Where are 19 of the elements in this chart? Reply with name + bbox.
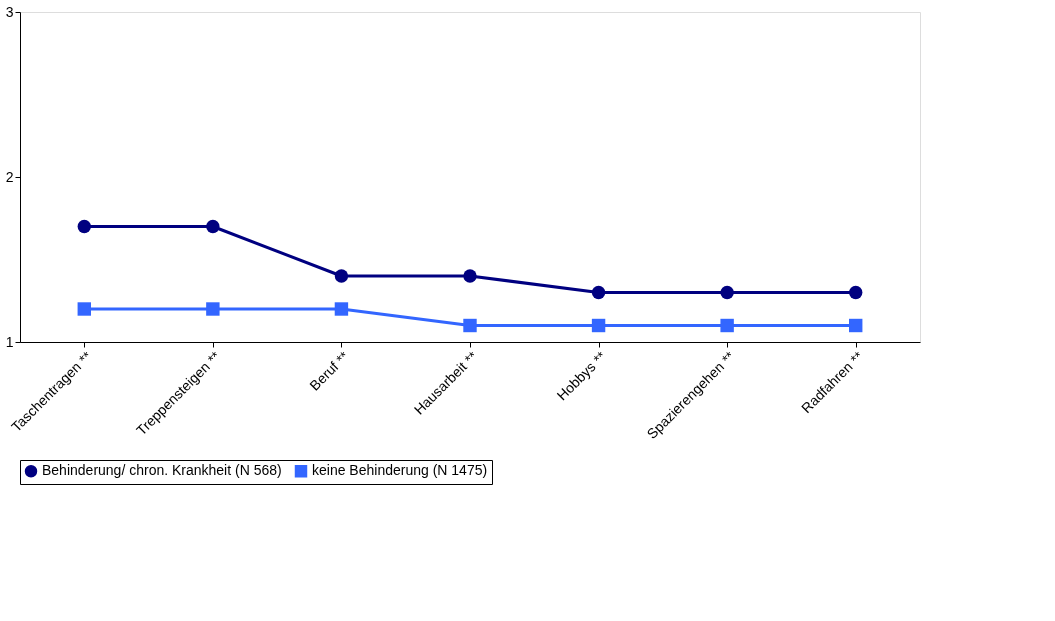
point (334, 302, 349, 316)
point (206, 302, 220, 316)
point (77, 302, 91, 316)
y-tick-label: 1 (5, 333, 14, 350)
legend-label: keine Behinderung (N 1475) (312, 462, 488, 479)
point (591, 318, 606, 333)
point (591, 285, 606, 300)
legend-label: Behinderung/ chron. Krankheit (N 568) (42, 462, 282, 479)
y-tick-label: 2 (5, 168, 14, 185)
y-tick-label: 3 (5, 3, 14, 20)
point (849, 285, 863, 300)
point (77, 219, 91, 234)
point (720, 318, 734, 333)
point (720, 285, 734, 300)
point (849, 318, 863, 333)
point (206, 219, 220, 234)
point (463, 318, 477, 333)
point (334, 269, 349, 283)
point (463, 269, 477, 283)
